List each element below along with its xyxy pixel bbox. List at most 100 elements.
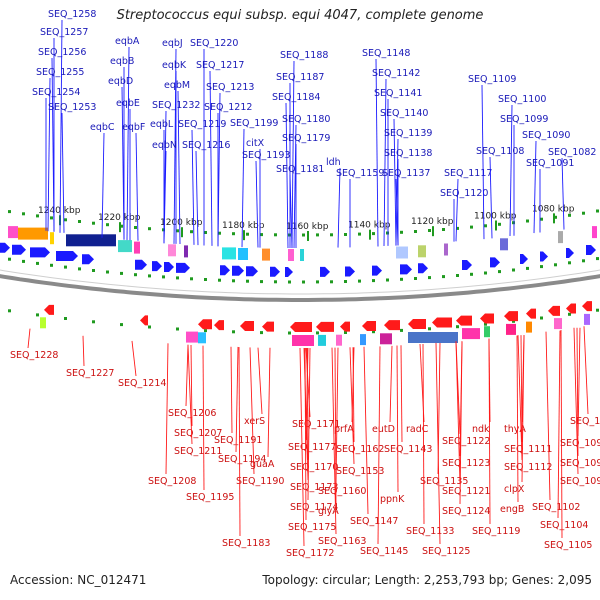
forward-gene-arrow [232, 265, 244, 276]
reverse-gene-label: SEQ_1174 [290, 502, 338, 513]
forward-gene-label: SEQ_1139 [384, 128, 432, 139]
forward-gene-label: eqbN [152, 140, 177, 151]
forward-gene-label: SEQ_1187 [276, 72, 324, 83]
forward-label-leader [255, 160, 259, 248]
reverse-gene-label: SEQ_1211 [174, 446, 222, 457]
scale-dot [596, 209, 599, 213]
reverse-gene-label: SEQ_1102 [532, 502, 580, 513]
reverse-gene-arrow [480, 313, 494, 324]
reverse-label-leader [583, 326, 589, 415]
scale-dot [36, 313, 39, 317]
reverse-gene-label: SEQ_1123 [442, 458, 490, 469]
scale-tick-label: 1160 kbp [286, 222, 329, 232]
reverse-label-leader [238, 347, 241, 537]
forward-label-leader [291, 60, 295, 248]
forward-gene-label: eqbJ [162, 38, 183, 49]
scale-dot [22, 259, 25, 263]
reverse-label-leader [352, 347, 355, 443]
reverse-label-leader [557, 330, 561, 519]
forward-feature-block [418, 245, 426, 258]
reverse-label-leader [517, 335, 523, 461]
scale-dot [246, 279, 249, 283]
scale-dot [176, 229, 179, 233]
scale-dot [92, 320, 95, 324]
reverse-gene-label: SEQ_1124 [442, 506, 490, 517]
reverse-label-leader [230, 346, 233, 434]
reverse-gene-label: xerS [244, 416, 265, 427]
outer-scale-ring [8, 209, 599, 237]
reverse-gene-arrow [384, 320, 400, 331]
reverse-label-leader [520, 335, 523, 443]
forward-gene-label: eqbM [164, 80, 190, 91]
forward-feature-block [500, 238, 508, 251]
reverse-label-leader [185, 344, 189, 407]
scale-dot [582, 211, 585, 215]
scale-dot [456, 226, 459, 230]
forward-feature-block [592, 226, 597, 239]
forward-gene-label: SEQ_1232 [152, 100, 200, 111]
forward-gene-label: SEQ_1256 [38, 47, 86, 58]
reverse-gene-arrow [140, 315, 148, 326]
reverse-feature-block [408, 332, 458, 343]
scale-dot [330, 233, 333, 237]
scale-dot [540, 316, 543, 320]
forward-feature-block [396, 246, 408, 259]
reverse-label-leader [335, 347, 339, 485]
reverse-gene-label: SEQ_1208 [148, 476, 196, 487]
forward-gene-label: ldh [326, 157, 341, 168]
scale-dot [302, 233, 305, 237]
forward-gene-arrow [176, 262, 190, 273]
forward-feature-block [288, 249, 294, 261]
forward-gene-label: eqbL [150, 119, 174, 130]
forward-gene-label: SEQ_1120 [440, 188, 488, 199]
reverse-gene-label: SEQ_1195 [186, 492, 234, 503]
forward-feature-block [558, 231, 563, 244]
scale-dot [36, 261, 39, 265]
scale-dot [176, 327, 179, 331]
forward-gene-label: SEQ_1216 [182, 140, 230, 151]
reverse-gene-arrow [44, 304, 54, 315]
reverse-gene-label: SEQ_1096 [560, 458, 600, 469]
reverse-gene-label: thyA [504, 424, 526, 435]
scale-dot [316, 233, 319, 237]
forward-gene-label: SEQ_1257 [40, 27, 88, 38]
forward-label-leader [163, 150, 167, 244]
forward-gene-label: eqbF [122, 122, 145, 133]
reverse-gene-arrow [456, 315, 472, 326]
reverse-gene-label: ndk [472, 424, 490, 435]
forward-label-leader [191, 129, 195, 245]
scale-dot [78, 220, 81, 223]
scale-dot [92, 269, 95, 272]
scale-dot [8, 257, 11, 261]
reverse-gene-arrow [526, 308, 536, 319]
forward-gene-arrow [400, 264, 412, 275]
reverse-label-leader [396, 345, 399, 493]
scale-dot [120, 323, 123, 327]
reverse-gene-label: SEQ_1153 [336, 466, 384, 477]
reverse-label-leader [516, 335, 519, 503]
reverse-gene-arrow [198, 319, 212, 330]
scale-dot [232, 330, 235, 334]
forward-gene-label: SEQ_1137 [382, 168, 430, 179]
reverse-label-leader [560, 330, 563, 539]
scale-dot [8, 309, 11, 313]
reverse-gene-label: SEQ_1145 [360, 546, 408, 557]
scale-dot [568, 213, 571, 217]
reverse-gene-label: SEQ_1112 [504, 462, 552, 473]
reverse-gene-arrow [340, 321, 350, 332]
reverse-gene-arrow [262, 321, 274, 332]
reverse-gene-arrow [548, 305, 560, 316]
reverse-label-leader [455, 341, 461, 485]
scale-dot [64, 218, 67, 222]
scale-dot [484, 224, 487, 228]
scale-dot [582, 259, 585, 263]
scale-tick-label: 1080 kbp [532, 204, 575, 214]
scale-dot [288, 280, 291, 284]
reverse-gene-label: SEQ_1095 [560, 438, 600, 449]
scale-dot [540, 265, 543, 269]
reverse-feature-block [554, 318, 562, 330]
scale-dot [414, 277, 417, 280]
forward-feature-block [134, 241, 140, 254]
reverse-gene-label: SEQ_1227 [66, 368, 114, 379]
reverse-label-leader [389, 345, 393, 423]
